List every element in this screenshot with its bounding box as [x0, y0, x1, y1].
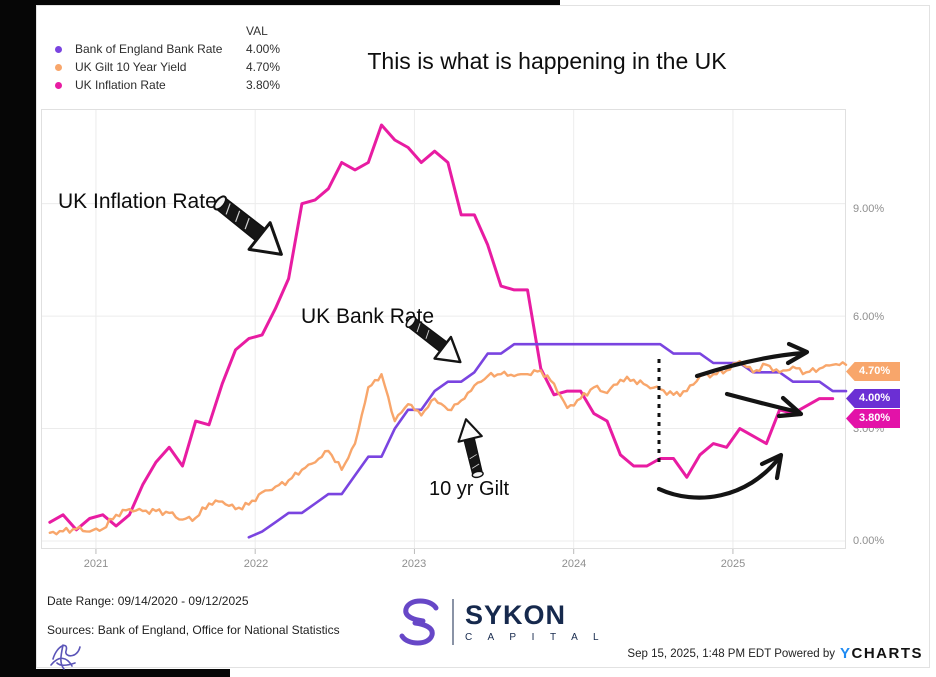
- marker-arrow-inflation-curve-head: [759, 452, 784, 481]
- marker-arrow-gilt: [694, 350, 807, 379]
- value-tag-bank-rate: 4.00%: [846, 389, 900, 408]
- background-frame-left: [0, 0, 36, 677]
- series-line-2: [48, 359, 848, 536]
- legend-value-gilt-yield: 4.70%: [246, 60, 281, 74]
- chart-card: VAL Bank of England Bank Rate 4.00% UK G…: [36, 5, 930, 670]
- ycharts-logo[interactable]: YCHARTS: [839, 645, 923, 662]
- timestamp-text: Sep 15, 2025, 1:48 PM EDT Powered by: [627, 647, 835, 660]
- legend-item-gilt-yield[interactable]: UK Gilt 10 Year Yield: [75, 60, 187, 74]
- sketch-arrow-bank-rate-icon: [405, 315, 462, 364]
- legend-value-inflation: 3.80%: [246, 78, 281, 92]
- legend-value-bank-rate: 4.00%: [246, 42, 281, 56]
- legend-val-header: VAL: [246, 24, 268, 38]
- sources: Sources: Bank of England, Office for Nat…: [47, 623, 340, 637]
- marker-arrow-bank-rate-head: [776, 395, 804, 419]
- legend-item-inflation[interactable]: UK Inflation Rate: [75, 78, 166, 92]
- chart-canvas: [41, 109, 848, 554]
- sykon-s-mark-icon: [399, 598, 439, 646]
- date-range: Date Range: 09/14/2020 - 09/12/2025: [47, 594, 249, 608]
- chart-title: This is what is happening in the UK: [367, 48, 727, 74]
- marker-arrow-inflation-curve: [656, 455, 782, 500]
- background-frame-top: [0, 0, 560, 5]
- plot-area: [41, 109, 848, 554]
- series-line-1: [247, 342, 848, 539]
- background-frame-bottom: [0, 669, 230, 677]
- brand-name: SYKON: [465, 599, 567, 630]
- legend-dot-bank-rate: [55, 45, 62, 53]
- sketch-arrow-inflation-icon: [213, 195, 283, 256]
- x-tick-2025: 2025: [720, 558, 746, 570]
- annotation-gilt-label: 10 yr Gilt: [429, 478, 510, 500]
- value-tag-inflation: 3.80%: [846, 409, 900, 428]
- legend-dot-gilt-yield: [55, 63, 62, 71]
- annotation-inflation-label: UK Inflation Rate: [58, 190, 217, 213]
- marker-arrow-bank-rate: [724, 391, 801, 415]
- value-tag-gilt: 4.70%: [846, 362, 900, 381]
- x-tick-2022: 2022: [243, 558, 269, 570]
- brand-subtitle: C A P I T A L: [465, 631, 606, 643]
- plot-border: [41, 109, 846, 549]
- legend-item-bank-rate[interactable]: Bank of England Bank Rate: [75, 42, 223, 56]
- annotation-bank-rate-label: UK Bank Rate: [301, 305, 435, 328]
- series-line-0: [48, 123, 835, 532]
- x-tick-2021: 2021: [83, 558, 109, 570]
- y-tick-6: 6.00%: [853, 311, 885, 323]
- signature-scribble-icon: [50, 644, 81, 670]
- marker-arrow-gilt-head: [785, 341, 810, 366]
- y-tick-9: 9.00%: [853, 203, 885, 215]
- y-tick-0: 0.00%: [853, 535, 885, 547]
- x-tick-2024: 2024: [561, 558, 587, 570]
- sketch-arrow-gilt-icon: [457, 418, 484, 479]
- brand-logo: SYKON C A P I T A L: [397, 596, 605, 648]
- x-tick-2023: 2023: [401, 558, 427, 570]
- timestamp-row: Sep 15, 2025, 1:48 PM EDT Powered by YCH…: [627, 645, 923, 662]
- legend-dot-inflation: [55, 81, 62, 89]
- brand-divider: [452, 599, 454, 645]
- legend: VAL Bank of England Bank Rate 4.00% UK G…: [53, 22, 299, 94]
